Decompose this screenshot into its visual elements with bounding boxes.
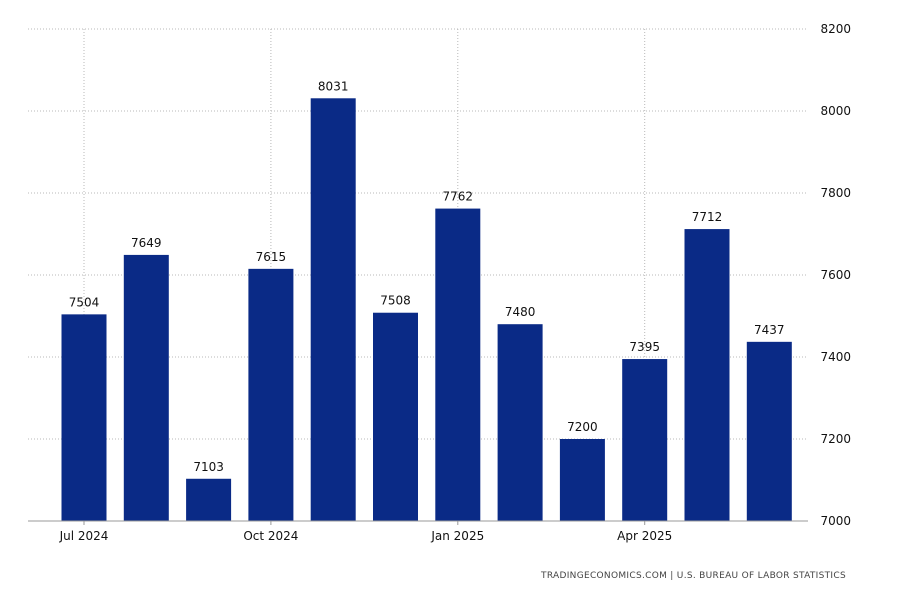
bar bbox=[435, 208, 481, 521]
bar bbox=[248, 268, 294, 521]
data-labels: 7504 7649 7103 7615 8031 7508 7762 7480 7200 7395… bbox=[69, 79, 785, 473]
bar bbox=[310, 98, 356, 521]
y-tick-label: 8200 bbox=[820, 22, 851, 36]
x-tick-label: Jan 2025 bbox=[430, 529, 484, 543]
data-label: 8031 bbox=[318, 79, 349, 93]
y-axis: 7000 7200 7400 7600 7800 8000 8200 bbox=[820, 22, 851, 528]
x-axis: Jul 2024 Oct 2024 Jan 2025 Apr 2025 bbox=[28, 520, 808, 543]
bar bbox=[746, 341, 792, 521]
bar bbox=[622, 359, 668, 521]
data-label: 7480 bbox=[505, 305, 536, 319]
bar bbox=[186, 478, 232, 521]
y-tick-label: 7200 bbox=[820, 432, 851, 446]
bar bbox=[497, 324, 543, 521]
bar bbox=[559, 439, 605, 521]
data-label: 7649 bbox=[131, 236, 162, 250]
bar bbox=[373, 312, 418, 521]
y-tick-label: 7800 bbox=[820, 186, 851, 200]
data-label: 7615 bbox=[256, 250, 287, 264]
data-label: 7504 bbox=[69, 295, 100, 309]
data-label: 7508 bbox=[380, 294, 411, 308]
x-tick-label: Oct 2024 bbox=[243, 529, 298, 543]
data-label: 7395 bbox=[629, 340, 660, 354]
bar bbox=[123, 254, 169, 521]
bars bbox=[61, 98, 792, 521]
source-attribution: TRADINGECONOMICS.COM | U.S. BUREAU OF LA… bbox=[541, 571, 846, 581]
y-tick-label: 7400 bbox=[820, 350, 851, 364]
data-label: 7762 bbox=[443, 190, 474, 204]
y-tick-label: 7600 bbox=[820, 268, 851, 282]
bar bbox=[61, 314, 107, 521]
data-label: 7200 bbox=[567, 420, 598, 434]
y-tick-label: 8000 bbox=[820, 104, 851, 118]
data-label: 7437 bbox=[754, 323, 785, 337]
y-tick-label: 7000 bbox=[820, 514, 851, 528]
data-label: 7712 bbox=[692, 210, 723, 224]
data-label: 7103 bbox=[193, 460, 224, 474]
x-tick-label: Apr 2025 bbox=[617, 529, 672, 543]
x-tick-label: Jul 2024 bbox=[59, 529, 109, 543]
bar bbox=[684, 229, 730, 521]
